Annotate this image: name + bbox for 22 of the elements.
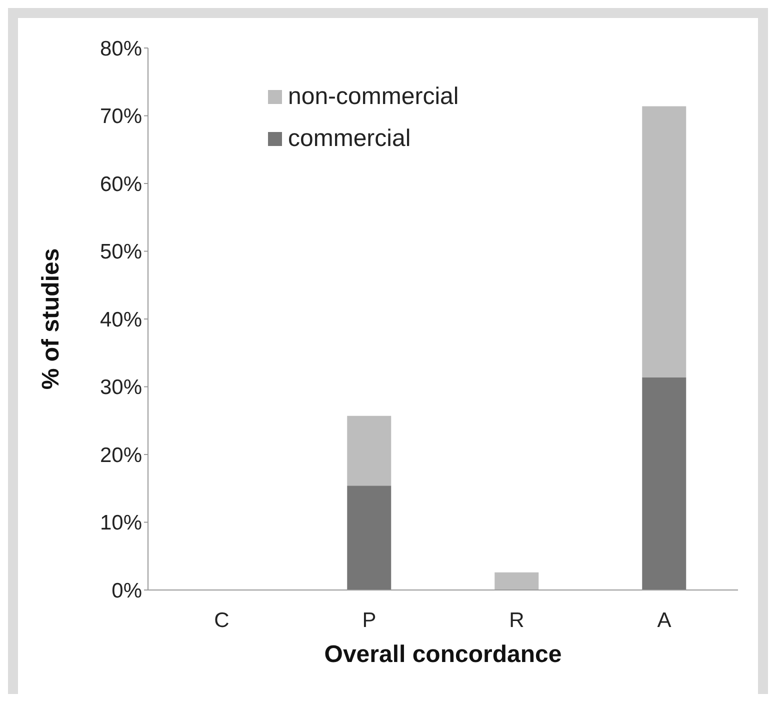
y-tick-label: 0% — [112, 579, 142, 602]
x-tick-label: P — [362, 608, 376, 632]
legend-label: non-commercial — [288, 83, 459, 111]
bar — [642, 106, 686, 378]
y-tick-label: 50% — [100, 240, 142, 264]
y-axis-title: % of studies — [38, 248, 65, 390]
x-axis-title: Overall concordance — [324, 641, 562, 668]
y-tick-label: 60% — [100, 172, 142, 196]
y-tick-label: 80% — [100, 37, 142, 60]
y-tick-label: 70% — [100, 105, 142, 128]
y-tick-label: 10% — [100, 512, 142, 535]
x-tick-label: R — [509, 608, 524, 632]
bar — [494, 572, 539, 590]
y-tick-label: 40% — [100, 308, 142, 332]
legend-label: commercial — [288, 125, 411, 153]
y-tick-label: 20% — [100, 444, 142, 467]
bar — [347, 486, 392, 590]
x-tick-label: C — [214, 608, 230, 632]
bar — [347, 416, 392, 486]
bar — [642, 377, 686, 590]
x-tick-label: A — [657, 608, 672, 632]
y-tick-label: 30% — [100, 376, 142, 400]
